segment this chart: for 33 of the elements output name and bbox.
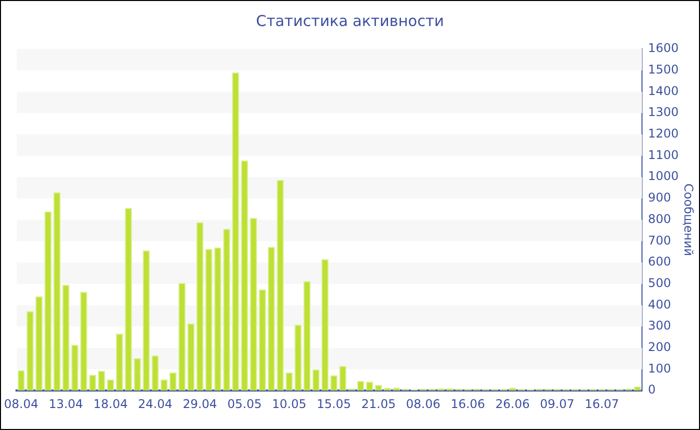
x-tick-label: 24.04 — [138, 396, 172, 411]
y-tick-label: 1500 — [648, 62, 679, 76]
x-tick-label: 10.05 — [272, 396, 306, 411]
y-tick-label: 500 — [648, 276, 671, 290]
y-tick-label: 1400 — [648, 84, 679, 98]
y-tick-label: 800 — [648, 212, 671, 226]
x-tick-label: 29.04 — [182, 396, 218, 411]
y-tick-label: 200 — [648, 340, 671, 354]
x-tick-label: 05.05 — [227, 396, 262, 411]
y-tick-label: 400 — [648, 297, 671, 312]
y-tick-label: 1200 — [648, 126, 679, 141]
x-tick-label: 16.06 — [450, 396, 486, 411]
x-tick-label: 15.05 — [316, 396, 352, 411]
y-tick-label: 100 — [648, 361, 671, 376]
y-tick-label: 1100 — [648, 148, 679, 162]
y-tick-label: 1000 — [648, 169, 679, 184]
y-tick-label: 600 — [648, 254, 671, 269]
x-tick-label: 08.04 — [4, 396, 38, 411]
chart-title: Статистика активности — [256, 12, 444, 30]
y-tick-label: 700 — [648, 233, 671, 248]
x-tick-label: 09.07 — [540, 396, 574, 411]
y-tick-label: 1300 — [648, 105, 679, 120]
y-tick-label: 0 — [648, 382, 656, 397]
x-tick-label: 26.06 — [495, 396, 530, 411]
x-tick-label: 08.06 — [406, 396, 440, 411]
x-tick-label: 13.04 — [48, 396, 84, 411]
x-tick-label: 16.07 — [584, 396, 620, 411]
y-tick-label: 1600 — [648, 41, 679, 56]
y-tick-label: 900 — [648, 190, 671, 205]
x-tick-label: 21.05 — [361, 396, 396, 411]
x-tick-label: 18.04 — [93, 396, 128, 411]
y-axis-title: Сообщений — [682, 184, 696, 256]
y-tick-label: 300 — [648, 318, 671, 333]
